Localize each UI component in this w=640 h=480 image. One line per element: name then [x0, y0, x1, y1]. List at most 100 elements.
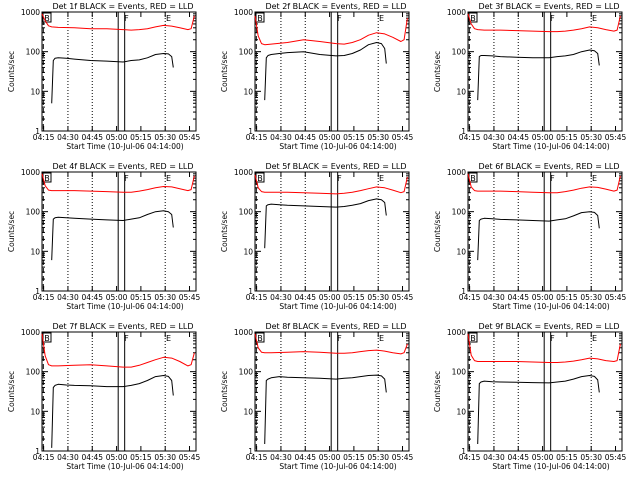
- x-tick-label: 04:15: [459, 293, 481, 302]
- x-tick-label: 04:45: [81, 293, 103, 302]
- y-tick-label: 10: [456, 407, 466, 416]
- y-tick-label: 100: [239, 48, 254, 57]
- x-tick-label: 05:30: [580, 293, 602, 302]
- y-tick-label: 1: [35, 127, 40, 136]
- y-tick-label: 1: [35, 447, 40, 456]
- x-tick-label: 05:15: [130, 453, 152, 462]
- y-axis-label: Counts/sec: [220, 51, 229, 92]
- events-series-line: [477, 49, 600, 101]
- y-tick-label: 100: [26, 368, 41, 377]
- marker-label: E: [592, 334, 597, 343]
- y-tick-label: 10: [243, 87, 253, 96]
- x-tick-label: 04:30: [57, 133, 79, 142]
- x-tick-label: 04:30: [483, 453, 505, 462]
- x-axis-label: Start Time (10-Jul-06 04:14:00): [279, 462, 396, 471]
- marker-label: E: [166, 174, 171, 183]
- marker-label: F: [337, 14, 342, 23]
- y-tick-label: 10: [243, 407, 253, 416]
- y-tick-label: 1: [248, 287, 253, 296]
- x-tick-label: 05:45: [605, 133, 627, 142]
- marker-label: E: [592, 174, 597, 183]
- x-tick-label: 04:45: [294, 453, 316, 462]
- marker-label: B: [257, 334, 263, 343]
- panel-title: Det 1f BLACK = Events, RED = LLD: [52, 2, 193, 11]
- events-series-line: [264, 42, 387, 101]
- detector-panel-7: Det 7f BLACK = Events, RED = LLD 1 10 100 10…: [7, 322, 201, 471]
- x-tick-label: 04:45: [507, 293, 529, 302]
- plot-frame: [254, 331, 410, 452]
- y-tick-label: 100: [452, 368, 467, 377]
- x-tick-label: 04:30: [483, 133, 505, 142]
- y-axis-label: Counts/sec: [7, 371, 16, 412]
- y-tick-label: 1: [35, 287, 40, 296]
- panel-title: Det 8f BLACK = Events, RED = LLD: [265, 322, 406, 331]
- marker-label: E: [379, 334, 384, 343]
- x-tick-label: 05:30: [367, 293, 389, 302]
- y-tick-label: 1000: [234, 8, 253, 17]
- y-tick-label: 1000: [234, 328, 253, 337]
- panel-title: Det 5f BLACK = Events, RED = LLD: [265, 162, 406, 171]
- x-tick-label: 04:45: [507, 133, 529, 142]
- detector-panel-9: Det 9f BLACK = Events, RED = LLD 1 10 100 10…: [433, 322, 627, 471]
- y-tick-label: 1: [248, 447, 253, 456]
- y-axis-label: Counts/sec: [7, 211, 16, 252]
- x-tick-label: 05:30: [367, 133, 389, 142]
- lld-series-line: [254, 174, 408, 195]
- marker-label: F: [337, 334, 342, 343]
- x-tick-label: 04:15: [33, 133, 55, 142]
- x-tick-label: 04:30: [57, 293, 79, 302]
- x-axis-label: Start Time (10-Jul-06 04:14:00): [492, 462, 609, 471]
- plot-frame: [467, 11, 623, 132]
- marker-label: F: [550, 174, 555, 183]
- x-tick-label: 05:15: [343, 133, 365, 142]
- x-tick-label: 05:15: [130, 293, 152, 302]
- marker-label: E: [379, 14, 384, 23]
- x-axis-label: Start Time (10-Jul-06 04:14:00): [492, 302, 609, 311]
- x-axis-label: Start Time (10-Jul-06 04:14:00): [279, 302, 396, 311]
- x-tick-label: 05:00: [319, 453, 341, 462]
- y-tick-label: 100: [239, 208, 254, 217]
- panel-title: Det 3f BLACK = Events, RED = LLD: [478, 2, 619, 11]
- marker-label: F: [124, 334, 129, 343]
- detector-panel-1: Det 1f BLACK = Events, RED = LLD 1 10 100 10…: [7, 2, 201, 151]
- x-tick-label: 04:15: [33, 453, 55, 462]
- y-tick-label: 1: [461, 447, 466, 456]
- y-tick-label: 1: [461, 287, 466, 296]
- x-tick-label: 04:15: [246, 293, 268, 302]
- plot-frame: [41, 11, 197, 132]
- events-series-line: [51, 210, 174, 261]
- x-tick-label: 05:00: [532, 133, 554, 142]
- events-series-line: [264, 198, 387, 249]
- y-tick-label: 10: [456, 247, 466, 256]
- x-tick-label: 05:00: [319, 293, 341, 302]
- x-tick-label: 04:45: [81, 133, 103, 142]
- x-tick-label: 05:45: [392, 453, 414, 462]
- marker-label: F: [337, 174, 342, 183]
- panel-title: Det 9f BLACK = Events, RED = LLD: [478, 322, 619, 331]
- x-tick-label: 05:30: [154, 293, 176, 302]
- y-tick-label: 1000: [447, 168, 466, 177]
- x-tick-label: 05:00: [106, 133, 128, 142]
- y-tick-label: 1000: [234, 168, 253, 177]
- panel-title: Det 7f BLACK = Events, RED = LLD: [52, 322, 193, 331]
- plot-frame: [41, 331, 197, 452]
- x-tick-label: 04:45: [294, 293, 316, 302]
- marker-label: E: [166, 334, 171, 343]
- plot-frame: [41, 171, 197, 292]
- marker-label: B: [470, 174, 476, 183]
- marker-box: [255, 12, 265, 23]
- y-tick-label: 100: [452, 208, 467, 217]
- x-tick-label: 04:45: [507, 453, 529, 462]
- x-tick-label: 04:30: [270, 293, 292, 302]
- x-tick-label: 05:30: [580, 133, 602, 142]
- lld-series-line: [41, 13, 195, 31]
- events-series-line: [51, 53, 174, 104]
- lld-series-line: [467, 13, 621, 33]
- marker-label: B: [470, 334, 476, 343]
- x-tick-label: 05:45: [179, 133, 201, 142]
- marker-label: F: [550, 334, 555, 343]
- x-tick-label: 04:45: [81, 453, 103, 462]
- x-tick-label: 04:15: [246, 133, 268, 142]
- detector-panel-4: Det 4f BLACK = Events, RED = LLD 1 10 100 10…: [7, 162, 201, 311]
- x-tick-label: 05:00: [106, 453, 128, 462]
